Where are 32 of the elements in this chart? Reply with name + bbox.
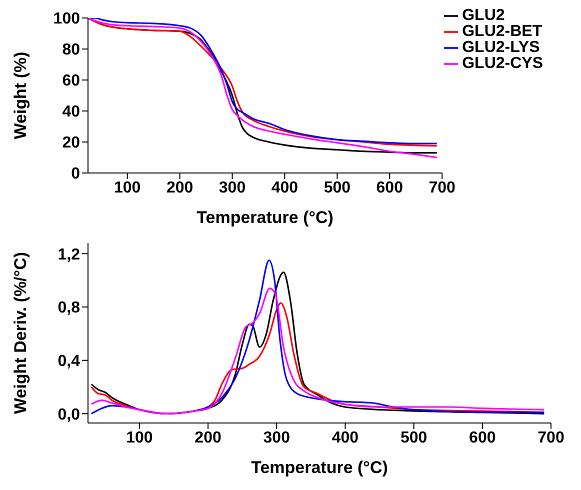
x-tick-label: 100 xyxy=(126,429,153,446)
x-axis-title: Temperature (°C) xyxy=(196,208,334,227)
x-tick-label: 300 xyxy=(218,179,246,196)
x-tick-label: 300 xyxy=(263,429,290,446)
legend-label: GLU2 xyxy=(462,7,505,24)
legend-label: GLU2-CYS xyxy=(462,55,543,72)
y-tick-label: 1,2 xyxy=(58,246,80,264)
x-tick-label: 600 xyxy=(376,179,404,196)
x-tick-label: 500 xyxy=(400,429,428,446)
x-tick-label: 100 xyxy=(114,179,141,196)
y-tick-label: 100 xyxy=(53,10,80,28)
y-tick-label: 80 xyxy=(62,42,80,59)
y-tick-label: 0,4 xyxy=(58,353,80,370)
x-tick-label: 400 xyxy=(271,179,298,196)
x-tick-label: 200 xyxy=(194,429,222,446)
x-tick-label: 400 xyxy=(332,429,359,446)
x-tick-label: 500 xyxy=(324,179,351,196)
x-tick-label: 600 xyxy=(469,429,496,446)
y-tick-label: 0,0 xyxy=(58,406,80,424)
x-tick-label: 700 xyxy=(538,429,564,446)
y-axis-title: Weight (%) xyxy=(11,52,30,140)
y-tick-label: 40 xyxy=(62,104,80,121)
legend-label: GLU2-BET xyxy=(462,23,542,40)
y-tick-label: 0,8 xyxy=(58,300,80,317)
x-tick-label: 200 xyxy=(166,179,194,196)
x-tick-label: 700 xyxy=(428,179,456,196)
y-tick-label: 20 xyxy=(62,134,80,152)
x-axis-title: Temperature (°C) xyxy=(251,458,388,477)
y-tick-label: 60 xyxy=(62,72,80,90)
y-tick-label: 0 xyxy=(71,166,80,183)
legend-label: GLU2-LYS xyxy=(462,39,540,56)
y-axis-title: Weight Deriv. (%/°C) xyxy=(11,252,30,414)
